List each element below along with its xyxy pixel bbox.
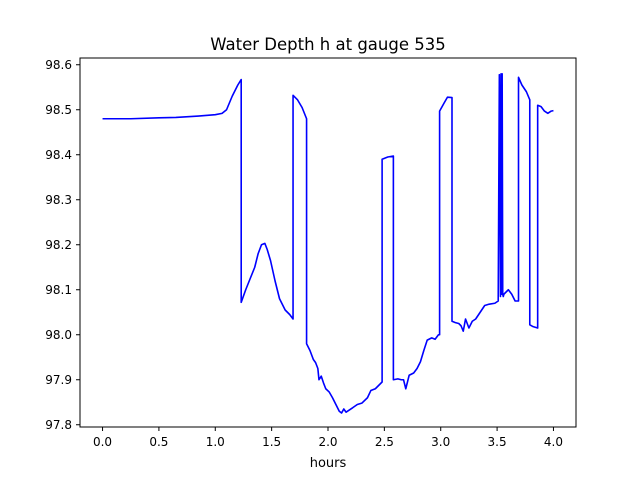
y-tick-label: 98.1 [45, 283, 72, 297]
axes-frame [79, 57, 577, 428]
y-tick-label: 97.8 [45, 418, 72, 432]
x-tick-label: 0.5 [149, 435, 168, 449]
x-tick-label: 0.0 [93, 435, 112, 449]
x-tick-label: 1.5 [262, 435, 281, 449]
plot-area [102, 72, 554, 414]
x-tick-label: 1.0 [206, 435, 225, 449]
x-tick-label: 3.0 [431, 435, 450, 449]
y-tick-label: 98.6 [45, 58, 72, 72]
x-tick-label: 2.5 [375, 435, 394, 449]
y-tick-label: 98.4 [45, 148, 72, 162]
axis-ticks: 0.0 0.5 1.0 1.5 2.0 2.5 3.0 3.5 4.0 97.8 97.9 98.0 9… [45, 58, 563, 449]
series-line-0 [102, 72, 554, 414]
x-tick-label: 4.0 [544, 435, 563, 449]
y-tick-label: 98.3 [45, 193, 72, 207]
chart-title: Water Depth h at gauge 535 [210, 35, 445, 54]
y-tick-label: 98.5 [45, 103, 72, 117]
y-tick-label: 98.0 [45, 328, 72, 342]
x-tick-label: 3.5 [488, 435, 507, 449]
x-axis-label: hours [310, 456, 347, 471]
y-tick-label: 98.2 [45, 238, 72, 252]
y-tick-label: 97.9 [45, 373, 72, 387]
x-tick-label: 2.0 [318, 435, 337, 449]
